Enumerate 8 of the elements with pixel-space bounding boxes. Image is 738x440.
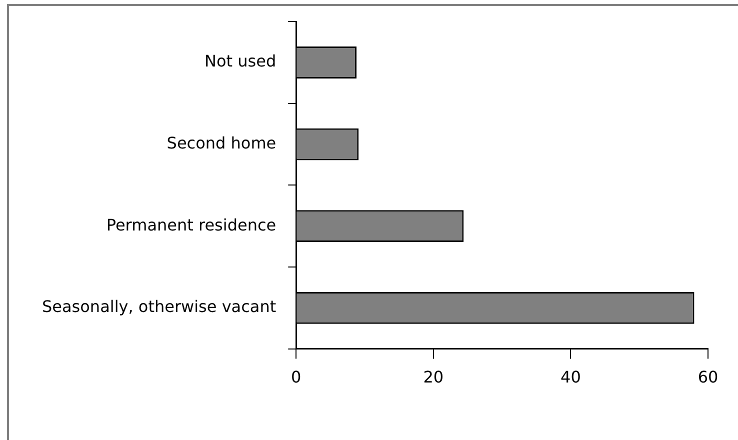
- x-tick-label: 20: [423, 368, 444, 387]
- x-tick-label: 60: [698, 368, 718, 387]
- y-tick-label: Seasonally, otherwise vacant: [42, 297, 276, 316]
- y-tick-label: Permanent residence: [106, 215, 276, 234]
- y-tick-label: Second home: [166, 133, 276, 152]
- y-tick-label: Not used: [204, 52, 276, 71]
- x-tick-label: 0: [291, 368, 302, 387]
- x-tick-label: 40: [560, 368, 581, 387]
